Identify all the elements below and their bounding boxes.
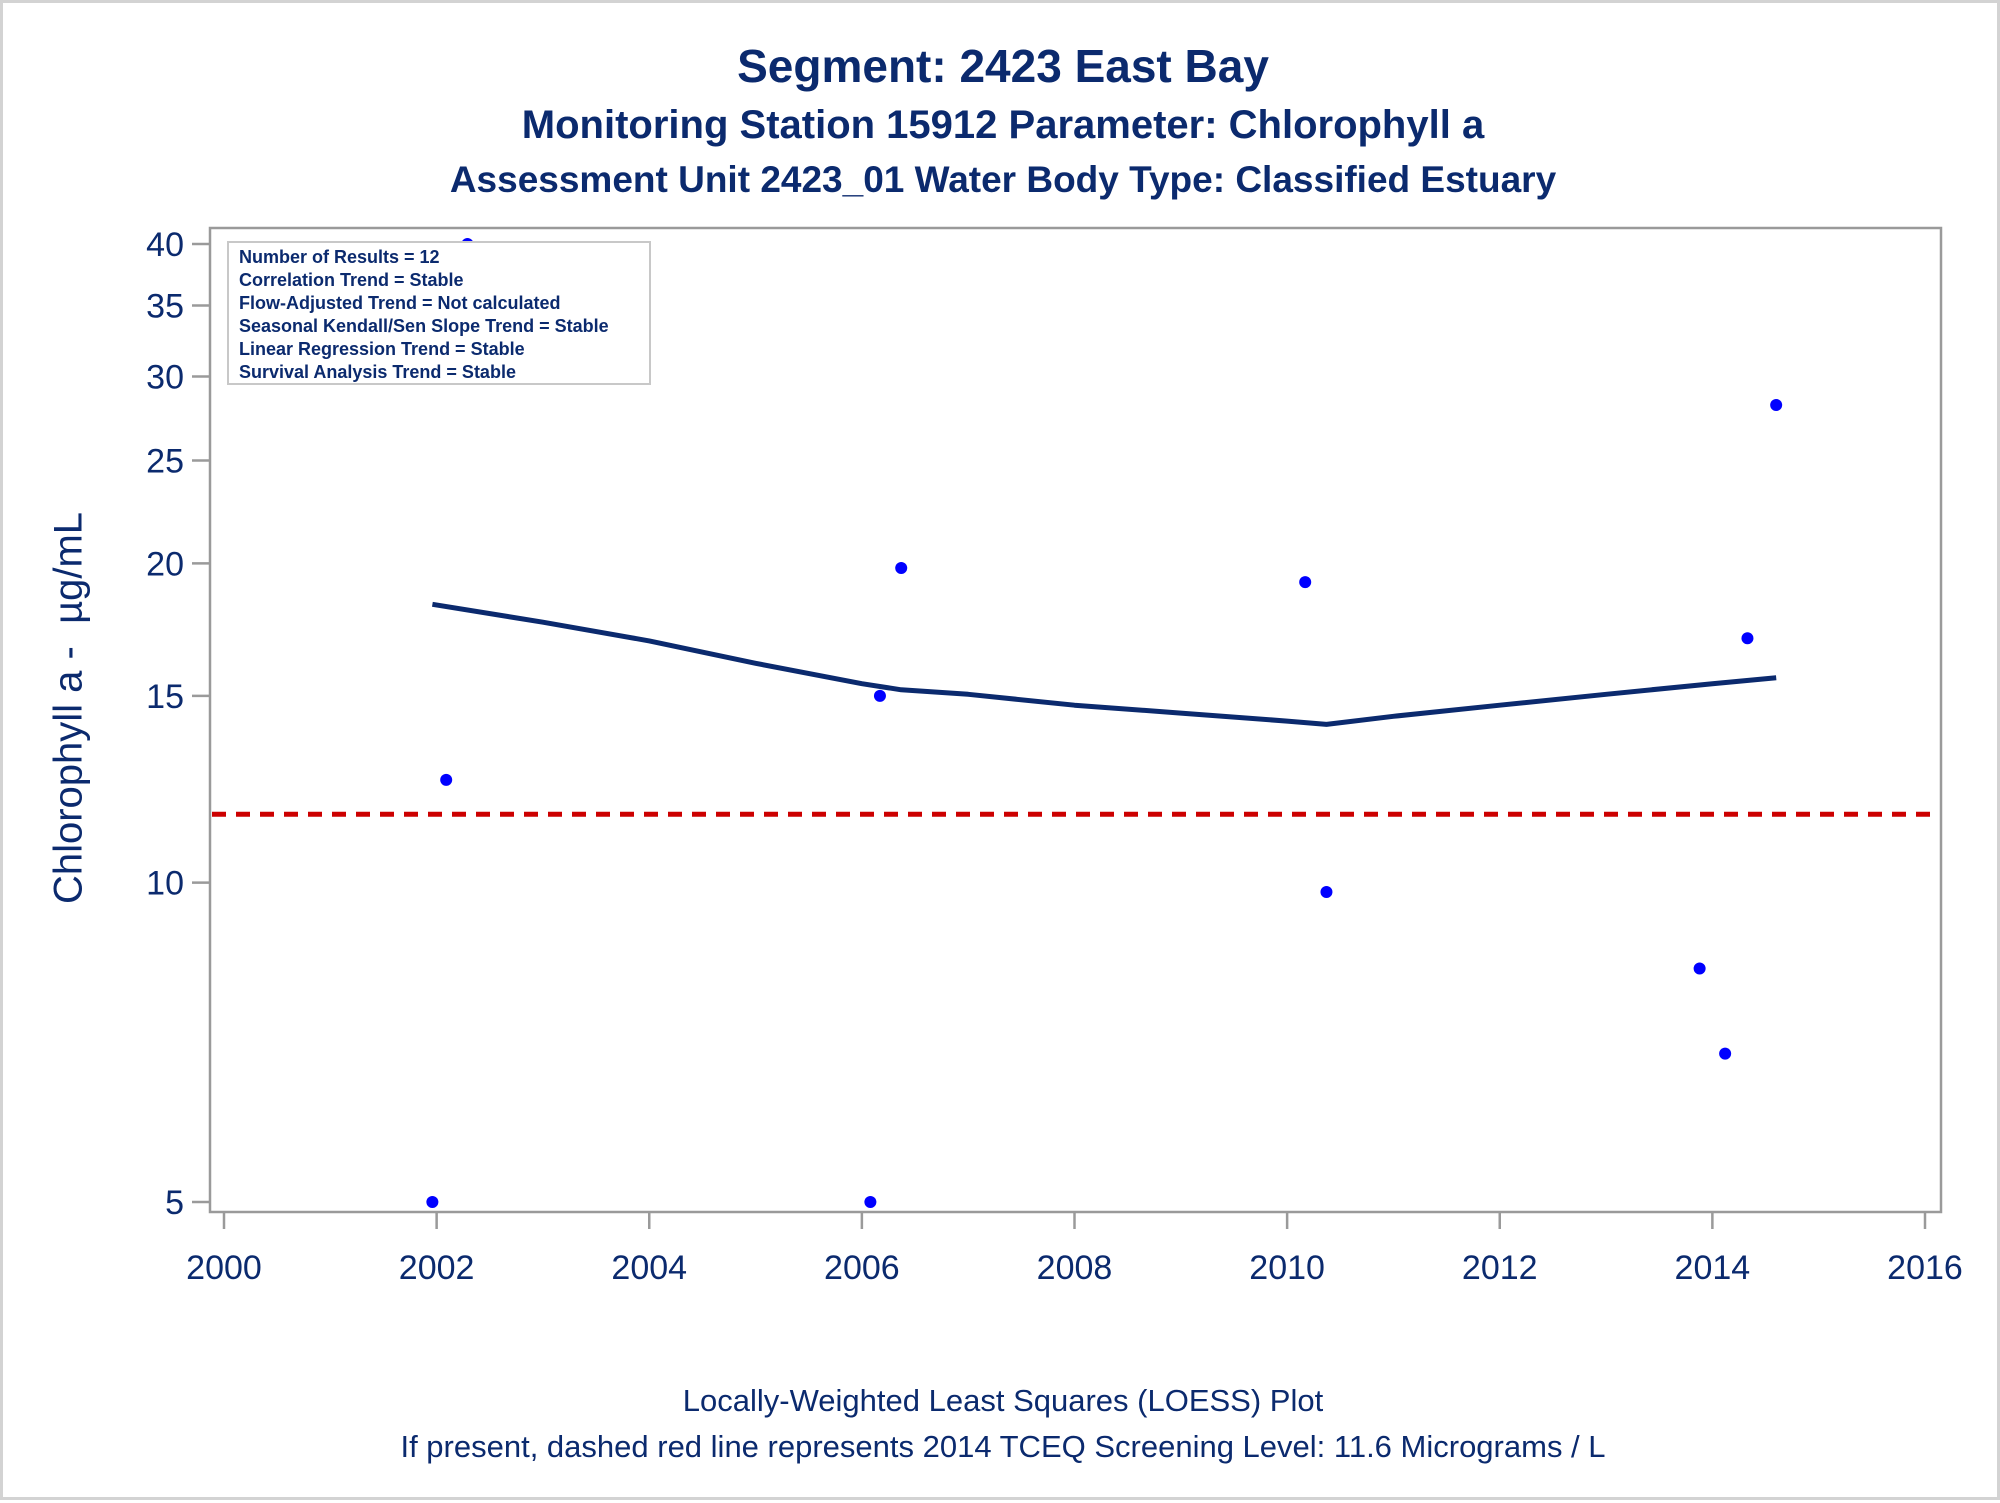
data-points [426,238,1783,1208]
data-point [1741,632,1754,645]
chart-title: Segment: 2423 East Bay [737,40,1269,92]
legend-line: Linear Regression Trend = Stable [239,339,525,359]
x-tick-label: 2016 [1887,1249,1963,1287]
y-tick-label: 40 [146,226,184,264]
y-tick-label: 20 [146,545,184,583]
footnote-loess: Locally-Weighted Least Squares (LOESS) P… [682,1383,1324,1418]
data-point [873,689,886,702]
legend-line: Number of Results = 12 [239,247,440,267]
data-point [1299,576,1312,589]
legend-line: Flow-Adjusted Trend = Not calculated [239,293,561,313]
x-tick-label: 2006 [824,1249,900,1287]
chart-subtitle-station: Monitoring Station 15912 Parameter: Chlo… [521,103,1485,147]
data-point [440,773,453,786]
x-tick-label: 2008 [1037,1249,1113,1287]
legend-line: Seasonal Kendall/Sen Slope Trend = Stabl… [239,316,609,336]
legend-line: Correlation Trend = Stable [239,270,464,290]
chart-subtitle-assessment: Assessment Unit 2423_01 Water Body Type:… [449,159,1557,200]
y-tick-label: 25 [146,443,184,481]
data-point [895,561,908,574]
x-tick-label: 2012 [1462,1249,1538,1287]
trend-legend: Number of Results = 12 Correlation Trend … [227,241,651,385]
y-tick-label: 10 [146,865,184,903]
x-tick-label: 2002 [399,1249,475,1287]
x-tick-label: 2014 [1675,1249,1751,1287]
data-point [864,1196,877,1208]
data-point [1719,1047,1732,1060]
loess-trend-line [432,601,1777,727]
x-tick-label: 2000 [186,1249,262,1287]
footnote-screening: If present, dashed red line represents 2… [400,1429,1606,1464]
data-point [426,1196,439,1208]
x-tick-label: 2004 [611,1249,687,1287]
y-tick-label: 35 [146,288,184,326]
y-tick-label: 30 [146,359,184,397]
data-point [1693,962,1706,975]
data-point [1320,885,1333,898]
y-axis: 5 10 15 20 25 30 35 40 [146,226,210,1222]
y-tick-label: 5 [165,1184,184,1222]
legend-line: Survival Analysis Trend = Stable [239,362,516,382]
x-axis: 2000 2002 2004 2006 2008 2010 2012 2014 2016 [186,1212,1963,1287]
data-point [1770,399,1783,412]
legend-box [227,241,651,385]
scatter-chart: 5 10 15 20 25 30 35 40 2000 2002 2004 2006 2008 2010… [146,226,1963,1287]
y-tick-label: 15 [146,678,184,716]
x-tick-label: 2010 [1249,1249,1325,1287]
